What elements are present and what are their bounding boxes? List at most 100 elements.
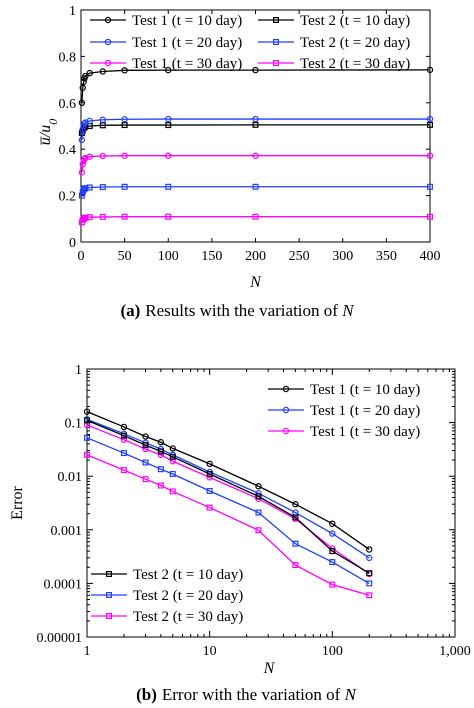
data-point	[142, 476, 149, 483]
x-tick-label: 200	[245, 249, 266, 264]
legend-label: Test 1 (t = 20 day)	[132, 35, 242, 51]
x-axis-label: N	[249, 274, 262, 291]
caption-a-text: Results with the variation of	[145, 301, 342, 320]
series	[78, 183, 434, 199]
data-point	[206, 487, 213, 494]
data-point	[99, 116, 107, 123]
data-point	[252, 121, 259, 128]
legend-label: Test 1 (t = 20 day)	[310, 403, 420, 419]
data-point	[292, 562, 299, 569]
caption-a-var: N	[341, 301, 355, 320]
data-point	[80, 186, 87, 193]
legend-label: Test 1 (t = 30 day)	[132, 56, 242, 72]
x-tick-label: 50	[118, 249, 132, 264]
data-point	[80, 215, 87, 222]
x-tick-label: 0	[78, 249, 85, 264]
y-axis-label: u̅/u0	[37, 119, 60, 146]
data-point	[142, 433, 149, 440]
data-point	[99, 152, 107, 160]
data-point	[86, 184, 93, 191]
y-tick-label: 0.6	[59, 97, 77, 112]
data-point	[120, 423, 128, 431]
legend-label: Test 2 (t = 10 day)	[300, 13, 410, 29]
series	[83, 434, 373, 587]
y-tick-label: 0.00001	[37, 631, 83, 646]
data-point	[157, 466, 164, 473]
data-point	[426, 152, 434, 159]
data-point	[121, 122, 128, 129]
data-point	[120, 450, 127, 457]
x-tick-label: 150	[201, 249, 222, 264]
legend-entry: Test 2 (t = 10 day)	[258, 13, 410, 29]
data-point	[81, 120, 88, 127]
data-point	[79, 161, 86, 168]
data-point	[165, 122, 172, 129]
series	[78, 121, 434, 136]
data-point	[165, 115, 172, 123]
legend-label: Test 2 (t = 20 day)	[300, 35, 410, 51]
legend-label: Test 1 (t = 30 day)	[310, 424, 420, 440]
data-point	[99, 213, 106, 220]
legend-entry: Test 2 (t = 30 day)	[258, 56, 410, 72]
data-point	[120, 436, 128, 443]
y-tick-label: 1	[75, 363, 82, 378]
x-tick-label: 400	[420, 249, 441, 264]
data-point	[121, 67, 128, 74]
data-point	[426, 66, 434, 74]
caption-b-var: N	[344, 685, 358, 704]
data-point	[81, 155, 88, 163]
data-point	[366, 554, 373, 562]
caption-b-text: Error with the variation of	[162, 685, 345, 704]
caption-b: (b) Error with the variation of N	[136, 685, 357, 704]
legend-marker	[282, 385, 290, 393]
data-point	[86, 117, 93, 125]
y-tick-label: 0.2	[59, 190, 77, 205]
data-point	[206, 470, 213, 477]
y-tick-label: 0.1	[65, 417, 83, 432]
data-point	[83, 434, 90, 441]
legend-label: Test 1 (t = 10 day)	[310, 382, 420, 398]
legend-entry: Test 2 (t = 10 day)	[91, 567, 243, 583]
y-tick-label: 0.4	[59, 143, 77, 158]
caption-a-tag: (a)	[120, 301, 140, 320]
legend-label: Test 2 (t = 10 day)	[133, 567, 243, 583]
data-point	[78, 136, 86, 144]
data-point	[142, 459, 149, 466]
data-point	[78, 99, 86, 107]
data-point	[426, 115, 434, 123]
legend-entry: Test 1 (t = 20 day)	[90, 35, 242, 51]
data-point	[78, 192, 85, 199]
legend-marker	[282, 406, 290, 414]
data-point	[79, 84, 86, 91]
series	[83, 417, 373, 577]
series-line	[86, 418, 370, 559]
data-point	[169, 470, 176, 477]
data-point	[78, 169, 86, 176]
legend-marker	[104, 38, 112, 46]
series	[78, 213, 434, 226]
data-point	[366, 592, 373, 599]
x-tick-label: 300	[332, 249, 353, 264]
data-point	[121, 213, 128, 220]
data-point	[292, 540, 299, 547]
y-axis-label: Error	[9, 485, 26, 519]
legend-entry: Test 1 (t = 30 day)	[90, 56, 242, 72]
x-tick-label: 10	[203, 644, 217, 659]
caption-a: (a) Results with the variation of N	[120, 301, 355, 320]
data-point	[121, 152, 128, 159]
legend-label: Test 2 (t = 30 day)	[133, 609, 243, 625]
x-tick-label: 350	[376, 249, 397, 264]
data-point	[165, 152, 172, 159]
data-point	[329, 548, 336, 555]
data-point	[255, 493, 262, 500]
data-point	[121, 183, 128, 190]
data-point	[80, 78, 87, 86]
data-point	[252, 183, 259, 190]
legend-entry: Test 1 (t = 10 day)	[90, 13, 242, 29]
y-tick-label: 0.01	[58, 470, 83, 485]
legend-marker	[273, 59, 280, 66]
data-point	[157, 439, 165, 446]
data-point	[255, 509, 262, 516]
series-line	[81, 124, 430, 134]
data-point	[252, 152, 259, 159]
